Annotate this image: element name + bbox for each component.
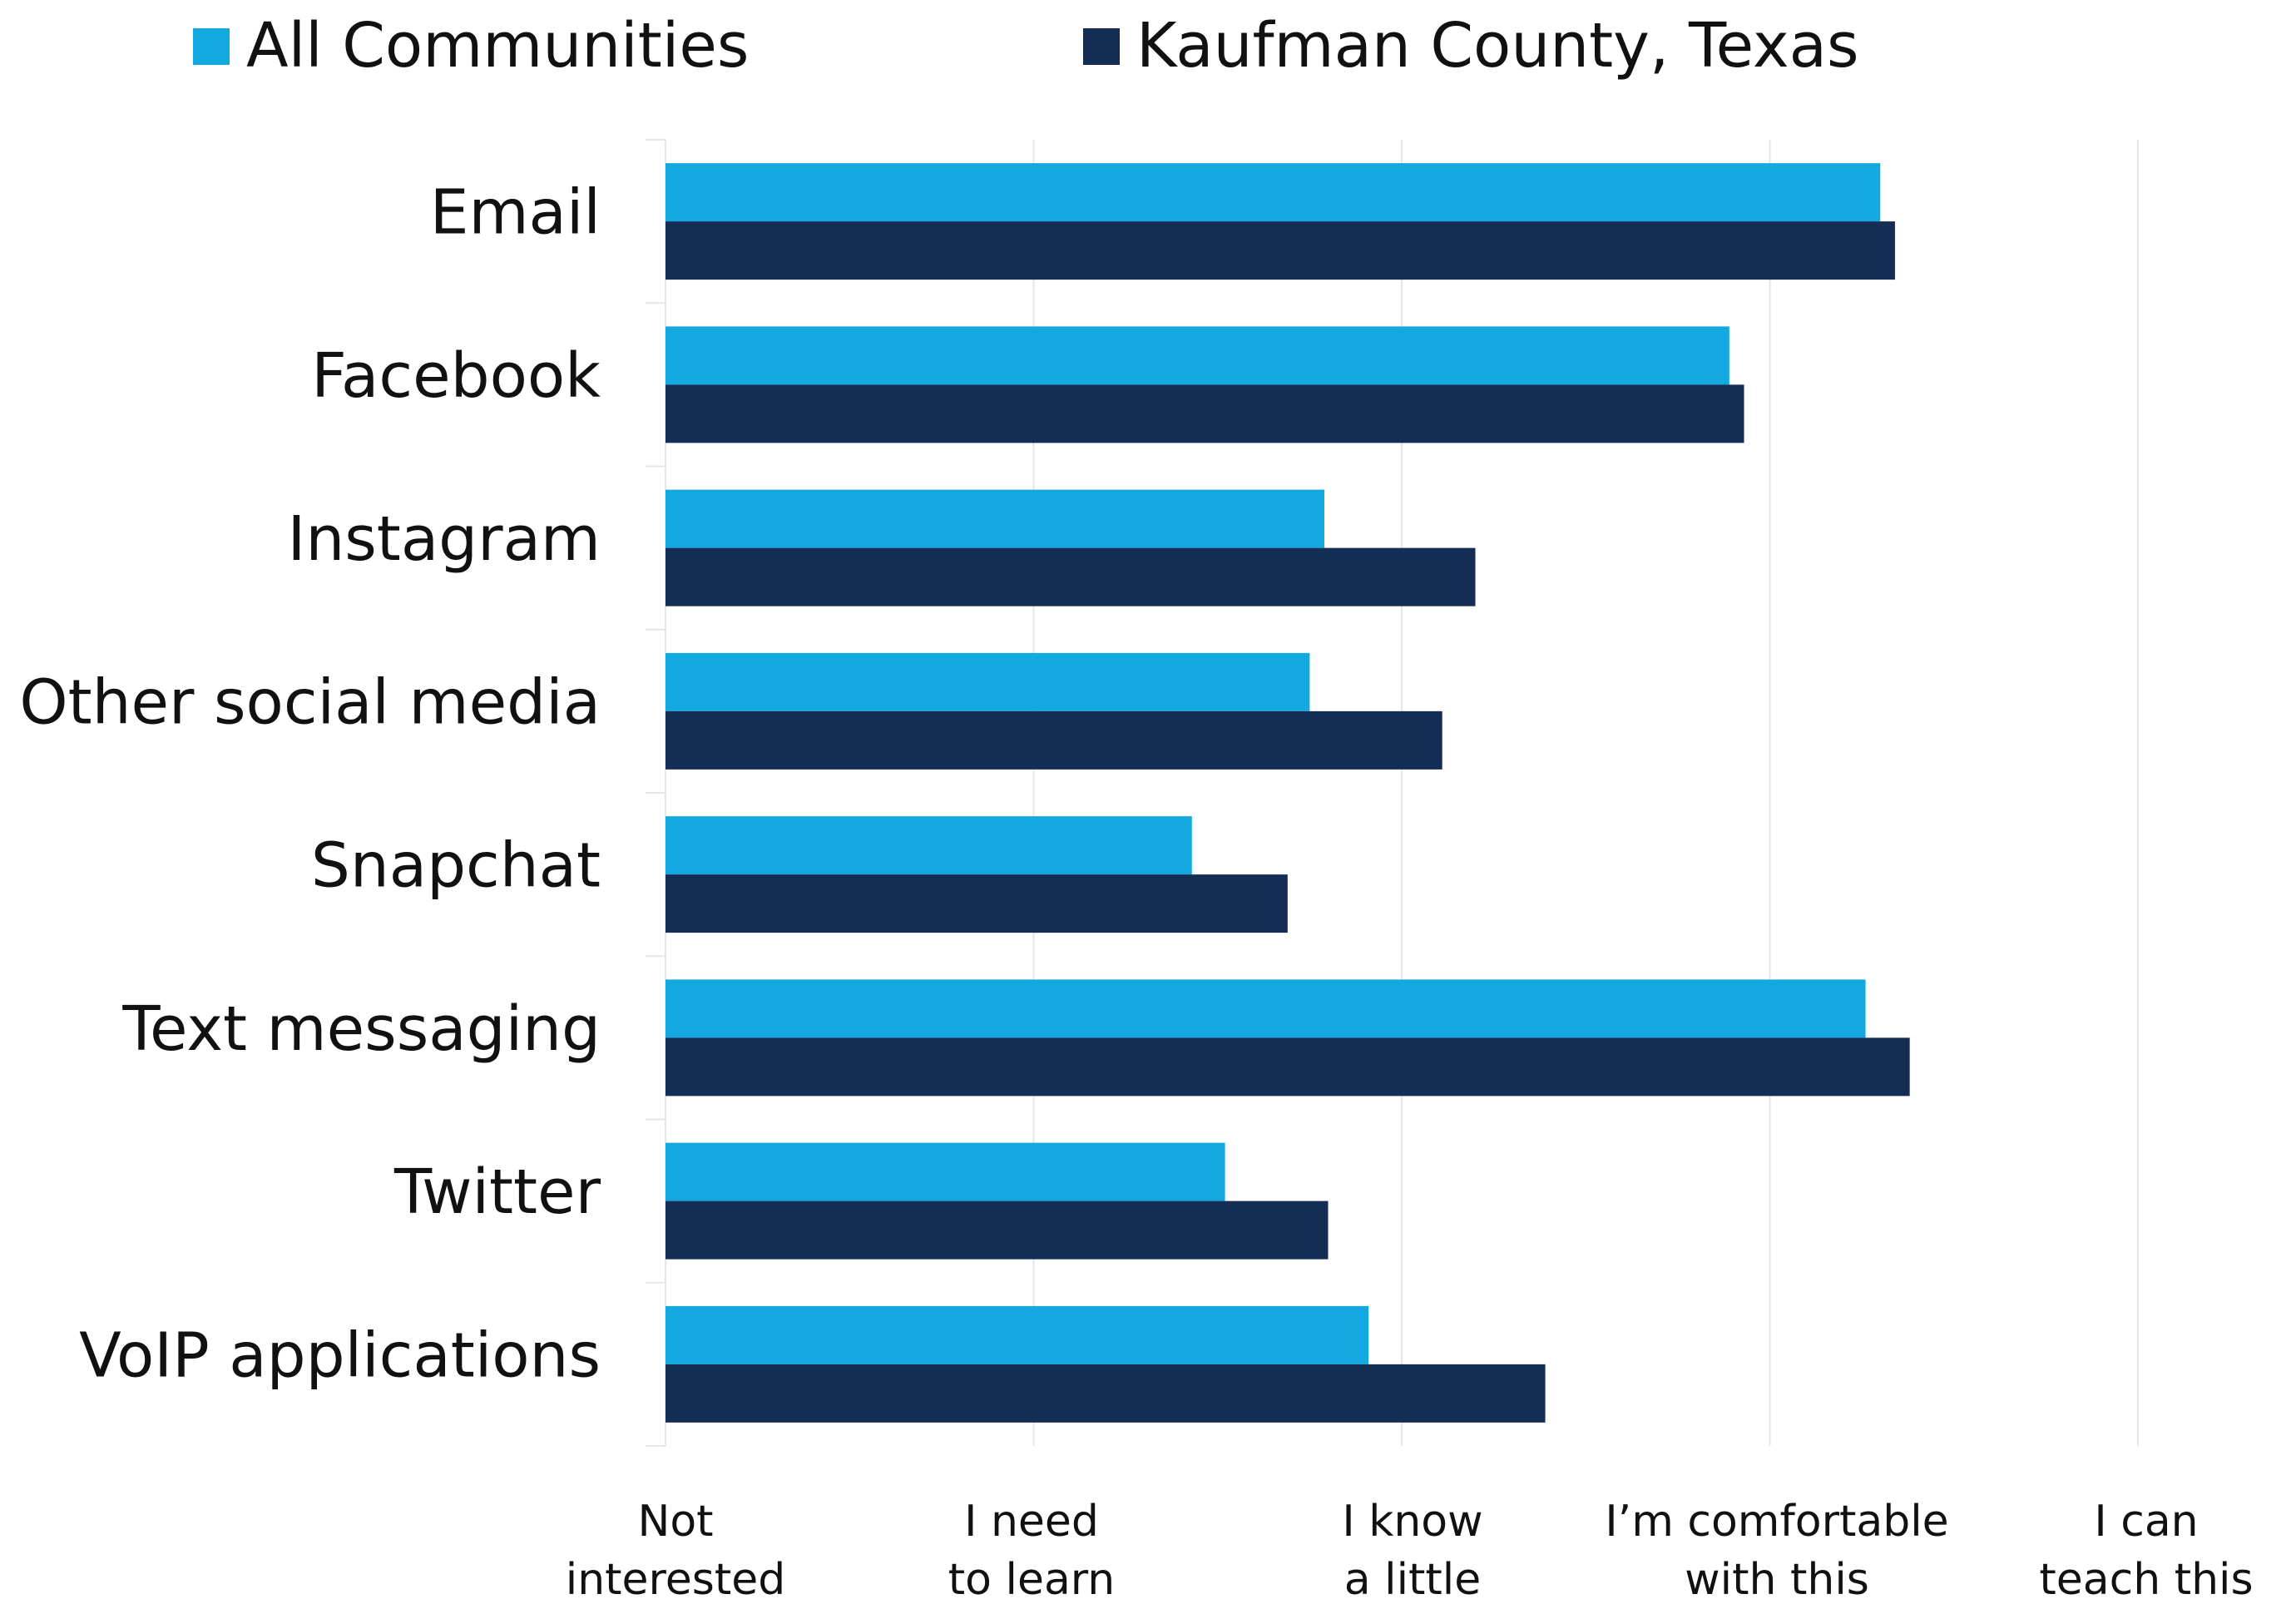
- x-tick-label: I need: [964, 1497, 1099, 1547]
- bar-email-series-1: [666, 221, 1895, 280]
- bar-facebook-series-1: [666, 384, 1744, 443]
- legend: All Communities Kaufman County, Texas: [193, 10, 1859, 82]
- x-tick-labels: Not interested I need to learn I know a littl…: [566, 1497, 2254, 1604]
- category-labels: Email Facebook Instagram Other social media…: [19, 177, 601, 1392]
- bar-snapchat-series-1: [666, 874, 1288, 933]
- category-label: Instagram: [288, 503, 601, 575]
- category-label: Snapchat: [311, 830, 601, 902]
- bar-voip-applications-series-1: [666, 1364, 1546, 1423]
- bars: [666, 163, 1910, 1423]
- bar-email-series-0: [666, 163, 1881, 222]
- bar-twitter-series-0: [666, 1142, 1225, 1201]
- legend-label-1: Kaufman County, Texas: [1136, 10, 1859, 82]
- bar-voip-applications-series-0: [666, 1305, 1369, 1364]
- category-label: Twitter: [393, 1156, 601, 1228]
- category-label: VoIP applications: [79, 1319, 601, 1391]
- x-tick-label: Not: [637, 1497, 713, 1547]
- category-label: Text messaging: [121, 993, 601, 1065]
- bar-twitter-series-1: [666, 1201, 1329, 1260]
- x-tick-label: with this: [1685, 1555, 1869, 1604]
- x-tick-label: I’m comfortable: [1605, 1497, 1948, 1547]
- legend-label-0: All Communities: [246, 10, 749, 82]
- bar-facebook-series-0: [666, 326, 1729, 385]
- bar-instagram-series-0: [666, 489, 1325, 548]
- bar-text-messaging-series-0: [666, 979, 1866, 1038]
- bar-text-messaging-series-1: [666, 1037, 1910, 1097]
- x-tick-label: to learn: [948, 1555, 1115, 1604]
- category-label: Facebook: [311, 340, 601, 412]
- bar-other-social-media-series-0: [666, 652, 1310, 711]
- category-label: Email: [430, 177, 601, 249]
- x-tick-label: I know: [1342, 1497, 1482, 1547]
- x-tick-label: interested: [566, 1555, 786, 1604]
- bar-instagram-series-1: [666, 547, 1476, 606]
- x-tick-label: a little: [1344, 1555, 1482, 1604]
- x-tick-label: teach this: [2039, 1555, 2253, 1604]
- category-label: Other social media: [19, 666, 601, 738]
- x-tick-label: I can: [2094, 1497, 2198, 1547]
- legend-swatch-1: [1083, 28, 1120, 65]
- bar-snapchat-series-0: [666, 816, 1192, 875]
- legend-swatch-0: [193, 28, 230, 65]
- bar-other-social-media-series-1: [666, 710, 1442, 770]
